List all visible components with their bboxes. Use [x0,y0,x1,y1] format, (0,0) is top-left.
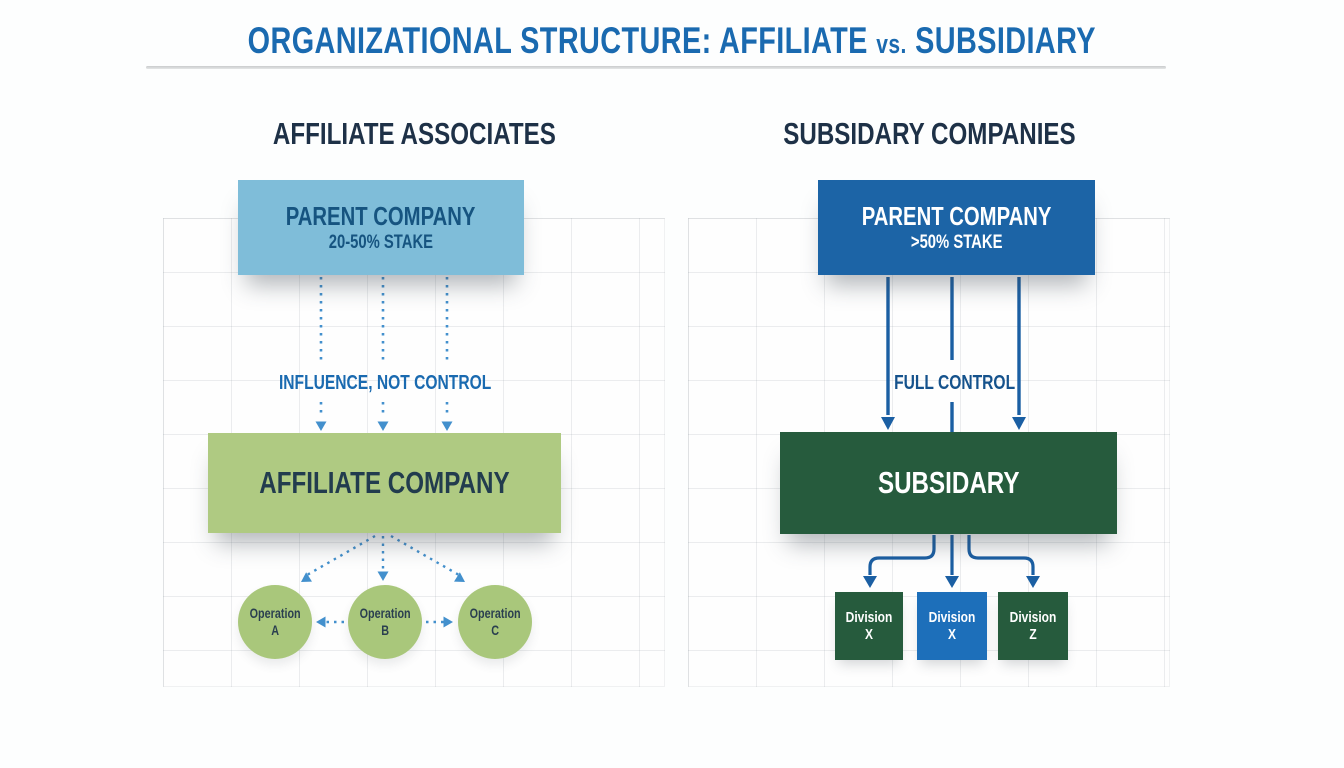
affiliate-parent-company-box: PARENT COMPANY 20-50% STAKE [238,180,524,275]
page-title-text: ORGANIZATIONAL STRUCTURE: AFFILIATE [247,20,869,61]
affiliate-company-label: AFFILIATE COMPANY [259,465,510,500]
division-z-green-box: Division Z [998,592,1068,660]
division-z-green-label: Division Z [1009,609,1057,643]
operation-c-circle: Operation C [458,585,532,659]
division-x-blue-box: Division X [917,592,987,660]
operation-c-label: Operation [469,606,521,621]
page-title-vs: vs. [876,29,907,59]
operation-b-label: Operation [359,606,411,621]
affiliate-parent-title: PARENT COMPANY [286,200,476,231]
operation-b-circle: Operation B [348,585,422,659]
subsidiary-parent-stake: >50% STAKE [910,231,1003,253]
subsidiary-company-box: SUBSIDARY [780,432,1117,534]
division-x-green-label: Division X [845,609,893,643]
page-title: ORGANIZATIONAL STRUCTURE: AFFILIATE vs. … [0,20,1344,62]
subsidiary-parent-company-box: PARENT COMPANY >50% STAKE [818,180,1095,275]
full-control-label: FULL CONTROL [894,372,1016,394]
title-divider [146,66,1166,69]
affiliate-company-box: AFFILIATE COMPANY [208,433,561,533]
division-x-green-box: Division X [835,592,903,660]
division-x-blue-label: Division X [928,609,976,643]
affiliate-parent-stake: 20-50% STAKE [328,231,434,253]
operation-a-label: Operation [249,606,301,621]
operation-a-circle: Operation A [238,585,312,659]
subsidiary-parent-title: PARENT COMPANY [861,200,1052,231]
affiliate-column-heading: AFFILIATE ASSOCIATES [272,116,556,151]
influence-label: INFLUENCE, NOT CONTROL [278,372,492,394]
page-title-text-2: SUBSIDIARY [915,20,1097,61]
subsidiary-company-label: SUBSIDARY [877,465,1020,500]
subsidiary-column-heading: SUBSIDARY COMPANIES [782,116,1076,151]
